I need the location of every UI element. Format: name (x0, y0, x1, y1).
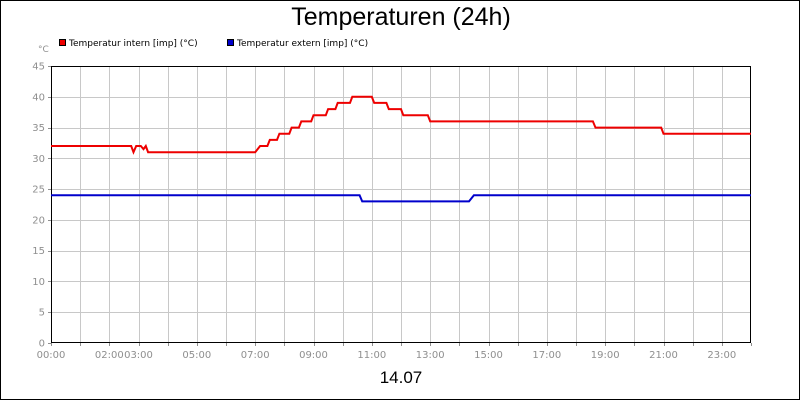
series-lines (51, 95, 751, 203)
x-tick-label: 21:00 (649, 350, 678, 361)
legend: Temperatur intern [imp] (°C) Temperatur e… (59, 39, 368, 49)
chart-title: Temperaturen (24h) (291, 3, 511, 31)
series-line-1 (51, 95, 751, 155)
y-tick-label: 30 (32, 154, 45, 165)
x-tick-label: 07:00 (241, 350, 270, 361)
y-tick-label: 15 (32, 246, 45, 257)
y-axis-unit: °C (38, 45, 49, 55)
x-tick-label: 11:00 (357, 350, 386, 361)
x-tick-label: 00:00 (37, 350, 66, 361)
y-tick-label: 5 (39, 308, 45, 319)
legend-label-1: Temperatur intern [imp] (°C) (68, 39, 198, 49)
x-tick-label: 02:00 (95, 350, 124, 361)
x-tick-label: 13:00 (416, 350, 445, 361)
y-tick-label: 25 (32, 185, 45, 196)
series-line-2 (51, 194, 751, 203)
plot-border (51, 66, 751, 343)
x-tick-label: 23:00 (707, 350, 736, 361)
chart-date-label: 14.07 (379, 368, 423, 387)
x-tick-label: 03:00 (124, 350, 153, 361)
x-tick-label: 05:00 (182, 350, 211, 361)
y-tick-label: 40 (32, 92, 45, 103)
legend-swatch-2 (227, 39, 234, 46)
legend-label-2: Temperatur extern [imp] (°C) (236, 39, 368, 49)
tick-labels: 0 5 10 15 20 25 30 35 40 45 00:00 02:00 03:00 05:00 07… (32, 62, 736, 362)
y-tick-label: 45 (32, 62, 45, 73)
y-tick-label: 10 (32, 277, 45, 288)
y-tick-label: 35 (32, 123, 45, 134)
y-tick-label: 20 (32, 215, 45, 226)
grid (51, 66, 751, 343)
x-tick-label: 09:00 (299, 350, 328, 361)
x-tick-label: 15:00 (474, 350, 503, 361)
legend-swatch-1 (59, 39, 66, 46)
x-tick-label: 17:00 (532, 350, 561, 361)
x-tick-label: 19:00 (591, 350, 620, 361)
y-tick-label: 0 (39, 339, 45, 350)
axes (48, 66, 752, 346)
